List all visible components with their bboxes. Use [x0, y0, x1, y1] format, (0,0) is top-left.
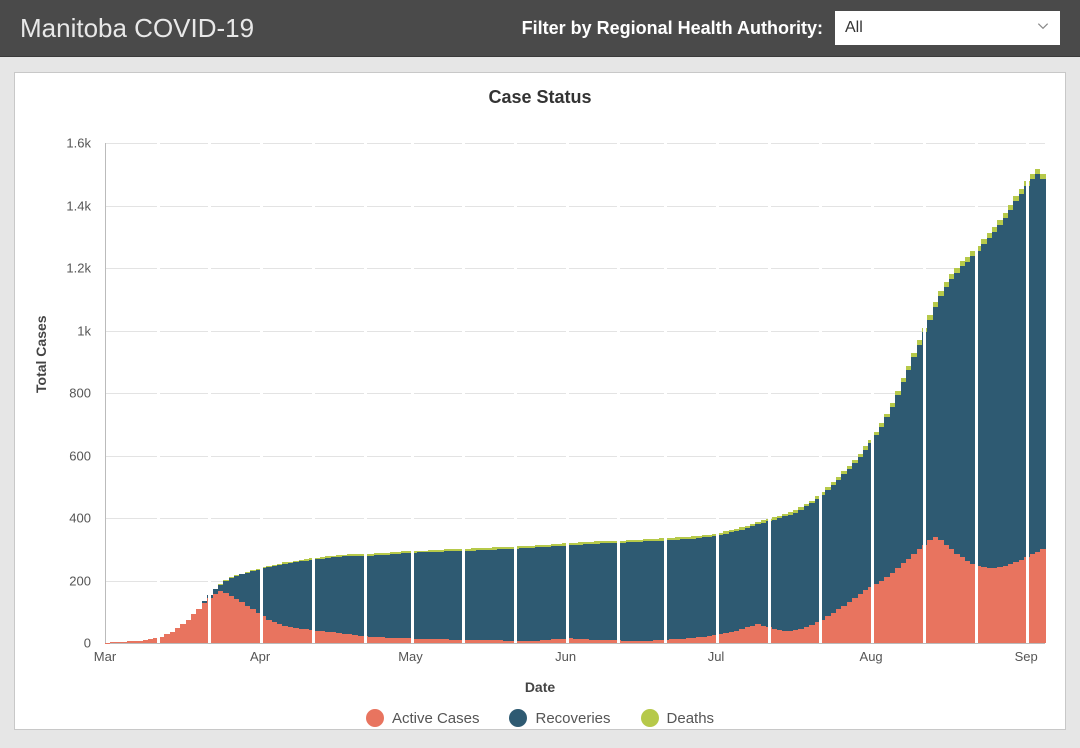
- v-grid-line: [566, 143, 569, 643]
- bar-container: [105, 143, 1045, 643]
- x-tick-label: Aug: [860, 649, 883, 664]
- segment-recoveries: [1040, 179, 1045, 550]
- x-ticks: MarAprMayJunJulAugSep: [105, 649, 1045, 673]
- chart-title: Case Status: [15, 87, 1065, 108]
- v-grid-line: [819, 143, 822, 643]
- legend-item: Recoveries: [509, 709, 610, 727]
- y-tick-label: 800: [69, 386, 91, 401]
- v-grid-line: [768, 143, 771, 643]
- v-grid-line: [462, 143, 465, 643]
- page-title: Manitoba COVID-19: [20, 13, 254, 44]
- x-tick-label: Jun: [555, 649, 576, 664]
- filter-group: Filter by Regional Health Authority: All: [522, 11, 1060, 45]
- v-grid-line: [514, 143, 517, 643]
- x-axis-title: Date: [15, 679, 1065, 695]
- segment-active: [1040, 549, 1045, 643]
- y-ticks: 02004006008001k1.2k1.4k1.6k: [15, 143, 99, 643]
- v-grid-line: [364, 143, 367, 643]
- legend-label: Active Cases: [392, 710, 480, 727]
- legend-label: Deaths: [667, 710, 715, 727]
- x-axis-line: [105, 643, 1045, 644]
- y-tick-label: 1.4k: [66, 198, 91, 213]
- chevron-down-icon: [1036, 19, 1050, 38]
- y-tick-label: 1.2k: [66, 261, 91, 276]
- legend-swatch: [366, 709, 384, 727]
- y-tick-label: 200: [69, 573, 91, 588]
- v-grid-line: [312, 143, 315, 643]
- v-grid-line: [923, 143, 926, 643]
- legend-swatch: [509, 709, 527, 727]
- y-tick-label: 400: [69, 511, 91, 526]
- plot-area: [105, 143, 1045, 643]
- v-grid-line: [617, 143, 620, 643]
- v-grid-line: [664, 143, 667, 643]
- rha-select-value: All: [845, 19, 863, 37]
- legend-item: Deaths: [641, 709, 715, 727]
- v-grid-line: [208, 143, 211, 643]
- y-tick-label: 600: [69, 448, 91, 463]
- chart-card: Case Status Total Cases 02004006008001k1…: [14, 72, 1066, 730]
- y-tick-label: 0: [84, 636, 91, 651]
- legend-swatch: [641, 709, 659, 727]
- y-tick-label: 1.6k: [66, 136, 91, 151]
- v-grid-line: [871, 143, 874, 643]
- y-tick-label: 1k: [77, 323, 91, 338]
- v-grid-line: [975, 143, 978, 643]
- filter-label: Filter by Regional Health Authority:: [522, 18, 823, 39]
- v-grid-line: [1026, 143, 1029, 643]
- x-tick-label: Apr: [250, 649, 270, 664]
- bar-column: [1040, 174, 1045, 643]
- v-grid-line: [716, 143, 719, 643]
- legend-label: Recoveries: [535, 710, 610, 727]
- header-bar: Manitoba COVID-19 Filter by Regional Hea…: [0, 0, 1080, 57]
- x-tick-label: May: [398, 649, 423, 664]
- legend-item: Active Cases: [366, 709, 480, 727]
- v-grid-line: [157, 143, 160, 643]
- legend: Active Cases Recoveries Deaths: [15, 709, 1065, 727]
- x-tick-label: Mar: [94, 649, 116, 664]
- rha-select[interactable]: All: [835, 11, 1060, 45]
- x-tick-label: Sep: [1015, 649, 1038, 664]
- page-root: Manitoba COVID-19 Filter by Regional Hea…: [0, 0, 1080, 748]
- v-grid-line: [260, 143, 263, 643]
- x-tick-label: Jul: [708, 649, 725, 664]
- v-grid-line: [411, 143, 414, 643]
